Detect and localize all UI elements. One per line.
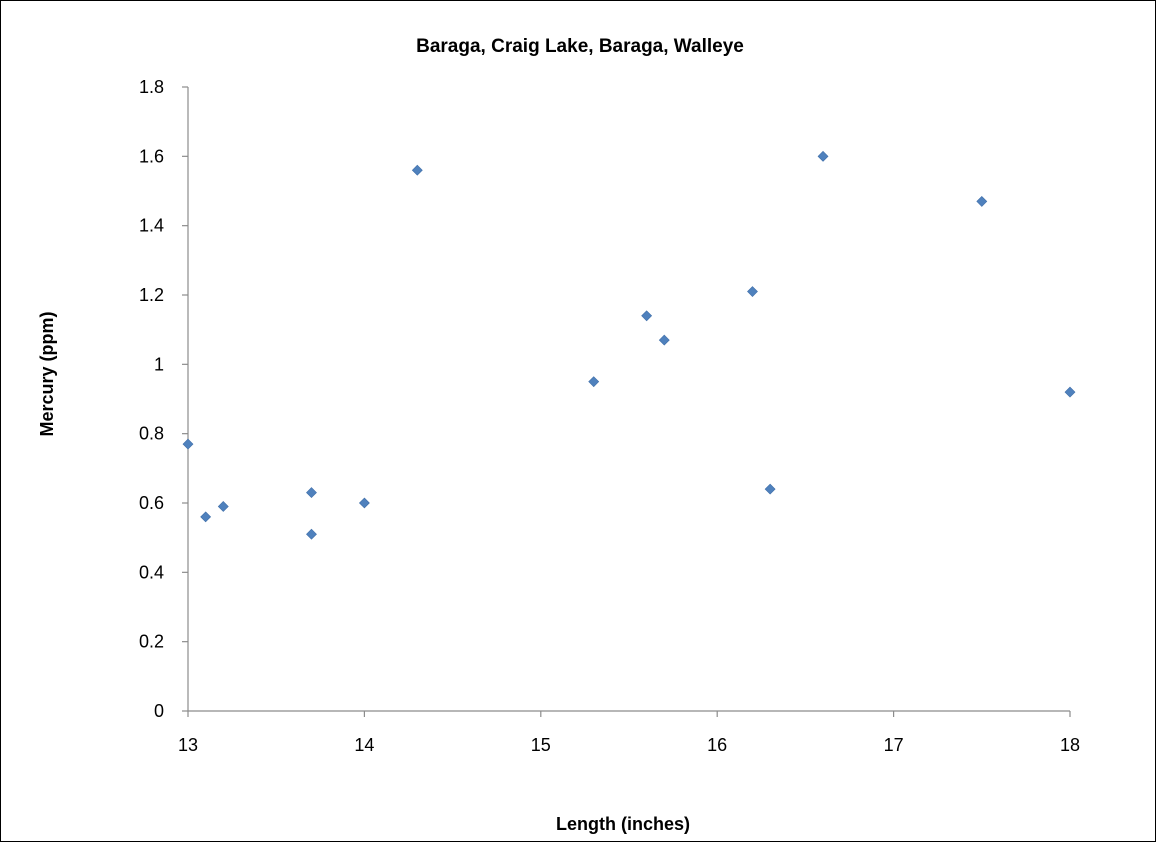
data-point xyxy=(217,501,229,512)
y-tick-label: 0 xyxy=(154,701,164,721)
y-tick-label: 1.4 xyxy=(139,216,164,236)
data-point xyxy=(817,150,829,162)
data-point xyxy=(588,376,600,388)
data-point xyxy=(182,438,194,450)
x-tick-label: 16 xyxy=(707,735,727,755)
chart-title: Baraga, Craig Lake, Baraga, Walleye xyxy=(416,36,744,57)
x-axis-label: Length (inches) xyxy=(556,814,690,834)
data-point xyxy=(1064,386,1076,398)
y-tick-label: 1.8 xyxy=(139,77,164,97)
y-tick-label: 1.2 xyxy=(139,285,164,305)
x-tick-label: 15 xyxy=(531,735,551,755)
x-tick-label: 17 xyxy=(884,735,904,755)
data-point xyxy=(358,497,370,509)
y-tick-label: 0.6 xyxy=(139,493,164,513)
y-tick-label: 1 xyxy=(154,354,164,374)
data-point xyxy=(976,195,988,207)
y-tick-label: 0.2 xyxy=(139,632,164,652)
data-point xyxy=(200,511,212,523)
axes xyxy=(182,86,1071,717)
y-tick-label: 1.6 xyxy=(139,146,164,166)
data-points xyxy=(182,150,1076,540)
data-point xyxy=(658,334,670,346)
data-point xyxy=(306,487,317,499)
data-point xyxy=(747,286,758,297)
data-point xyxy=(411,164,423,176)
data-point xyxy=(306,528,317,540)
y-axis-label: Mercury (ppm) xyxy=(37,311,57,436)
tick-labels: 0 0.2 0.4 0.6 0.8 1 1.2 1.4 1.6 1.8 13 14 15 16 17 18 xyxy=(139,77,1080,755)
x-tick-label: 14 xyxy=(354,735,374,755)
y-tick-label: 0.4 xyxy=(139,562,164,582)
x-tick-label: 18 xyxy=(1060,735,1080,755)
data-point xyxy=(641,310,653,322)
x-tick-label: 13 xyxy=(178,735,198,755)
y-tick-label: 0.8 xyxy=(139,424,164,444)
data-point xyxy=(764,483,776,495)
